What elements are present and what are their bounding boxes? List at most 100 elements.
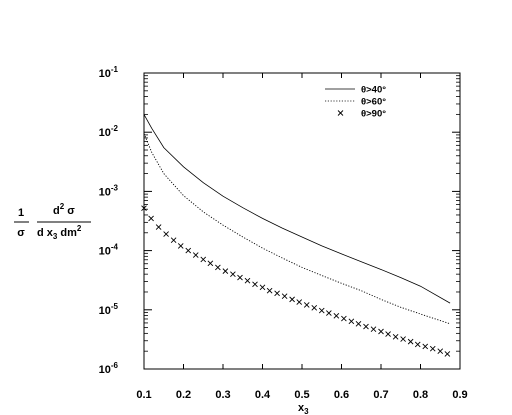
- data-point-marker: [141, 205, 147, 212]
- data-point-marker: [155, 224, 162, 230]
- y-tick-base: 10: [99, 364, 111, 376]
- series-line-1: [143, 114, 451, 304]
- data-point-marker: [326, 310, 332, 316]
- x-tick-label: 0.2: [176, 389, 191, 401]
- legend-item: θ>90°: [337, 109, 386, 120]
- legend-marker-stroke: [337, 110, 344, 116]
- x-tick-label: 0.7: [373, 389, 388, 401]
- y-tick-label: 10-5: [99, 302, 119, 317]
- marker-stroke: [259, 284, 266, 291]
- data-point-marker: [437, 348, 444, 354]
- data-point-marker: [363, 323, 369, 330]
- marker-stroke: [348, 318, 355, 325]
- legend: θ>40°θ>60°θ>90°: [325, 85, 386, 120]
- data-point-marker: [370, 326, 377, 333]
- marker-stroke: [222, 268, 229, 274]
- marker-stroke: [400, 336, 406, 342]
- x-tick-label: 0.4: [255, 389, 271, 401]
- x-axis-ticks: 0.1 0.2 0.3 0.4 0.5 0.6 0.7 0.8 0.9: [136, 73, 468, 401]
- legend-item: θ>60°: [325, 97, 386, 108]
- marker-stroke: [296, 299, 303, 305]
- data-point-marker: [259, 284, 266, 291]
- marker-stroke: [318, 307, 325, 314]
- marker-stroke: [281, 293, 288, 299]
- marker-stroke: [200, 256, 207, 263]
- data-point-marker: [407, 338, 414, 345]
- y-tick-base: 10: [99, 127, 111, 139]
- series-line-2: [143, 133, 451, 325]
- legend-label: θ>90°: [361, 109, 386, 120]
- data-point-marker: [207, 260, 214, 267]
- marker-stroke: [163, 231, 169, 237]
- data-point-marker: [177, 243, 184, 249]
- data-point-marker: [385, 331, 391, 337]
- x-axis-label: x3: [298, 402, 309, 415]
- data-point-marker: [148, 215, 154, 222]
- marker-stroke: [170, 237, 177, 243]
- y-tick-exponent: -3: [111, 183, 119, 192]
- legend-item: θ>40°: [325, 85, 386, 96]
- marker-stroke: [148, 215, 154, 222]
- marker-stroke: [378, 328, 384, 335]
- marker-stroke: [289, 296, 295, 303]
- y-label-one: 1: [18, 207, 24, 219]
- marker-stroke: [207, 260, 214, 267]
- legend-label: θ>60°: [361, 97, 386, 108]
- marker-stroke: [244, 277, 251, 284]
- data-point-marker: [289, 296, 295, 303]
- marker-stroke: [311, 305, 318, 311]
- data-point-marker: [237, 274, 243, 281]
- marker-stroke: [141, 205, 147, 212]
- x-tick-label: 0.8: [413, 389, 428, 401]
- y-tick-exponent: -6: [111, 361, 119, 370]
- data-point-marker: [348, 318, 355, 325]
- data-point-marker: [200, 256, 207, 263]
- marker-stroke: [363, 323, 369, 330]
- data-point-marker: [422, 343, 429, 350]
- marker-stroke: [341, 315, 347, 322]
- y-label-d2sigma: d2 σ: [53, 202, 75, 217]
- y-tick-label: 10-4: [99, 243, 119, 258]
- y-tick-label: 10-1: [99, 65, 119, 80]
- series-group: [141, 114, 451, 357]
- data-point-marker: [266, 287, 273, 294]
- marker-stroke: [370, 326, 377, 333]
- y-tick-label: 10-3: [99, 183, 119, 198]
- marker-stroke: [215, 264, 221, 271]
- x-tick-label: 0.9: [452, 389, 467, 401]
- data-point-marker: [244, 277, 251, 284]
- marker-stroke: [355, 320, 362, 327]
- data-point-marker: [355, 320, 362, 327]
- data-point-marker: [414, 341, 421, 348]
- marker-stroke: [414, 341, 421, 348]
- legend-label: θ>40°: [361, 85, 386, 96]
- marker-stroke: [407, 338, 414, 345]
- marker-stroke: [392, 333, 399, 340]
- x-tick-label: 0.5: [294, 389, 309, 401]
- marker-stroke: [274, 290, 280, 297]
- marker-stroke: [177, 243, 184, 249]
- marker-stroke: [237, 274, 243, 281]
- data-point-marker: [252, 281, 258, 288]
- y-tick-label: 10-6: [99, 361, 119, 376]
- marker-stroke: [303, 302, 310, 308]
- marker-stroke: [266, 287, 273, 294]
- data-point-marker: [296, 299, 303, 305]
- data-point-marker: [163, 231, 169, 237]
- y-tick-exponent: -1: [111, 65, 119, 74]
- data-point-marker: [311, 305, 318, 311]
- y-tick-base: 10: [99, 246, 111, 258]
- marker-stroke: [437, 348, 444, 354]
- marker-stroke: [444, 351, 451, 357]
- y-tick-exponent: -5: [111, 302, 119, 311]
- data-point-marker: [341, 315, 347, 322]
- x-tick-label: 0.6: [334, 389, 349, 401]
- marker-stroke: [333, 313, 340, 319]
- data-point-marker: [400, 336, 406, 342]
- y-tick-base: 10: [99, 305, 111, 317]
- marker-stroke: [155, 224, 162, 230]
- plot-frame: [143, 72, 461, 370]
- data-point-marker: [274, 290, 280, 297]
- y-label-dx3dm2: d x3 dm2: [37, 224, 82, 241]
